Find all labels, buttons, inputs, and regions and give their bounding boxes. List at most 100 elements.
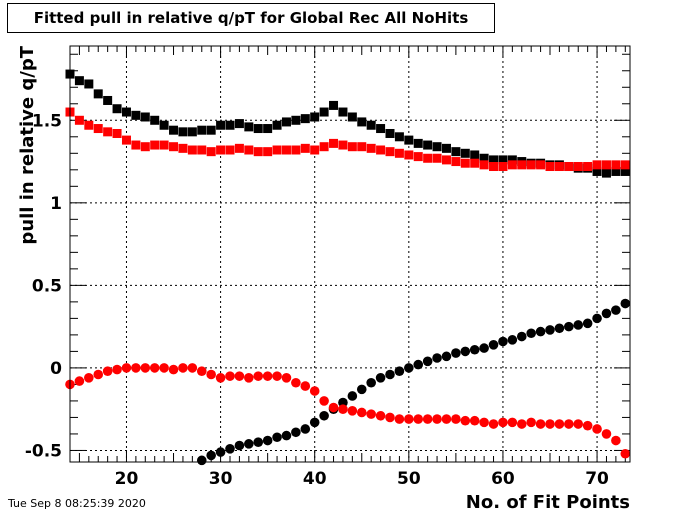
data-point-circle-s2	[272, 432, 282, 443]
data-point-square-s0	[376, 124, 386, 134]
data-point-square-s0	[281, 117, 291, 127]
data-point-circle-s3	[102, 366, 113, 377]
data-point-square-s0	[234, 119, 244, 129]
data-point-circle-s3	[121, 363, 132, 373]
data-point-square-s1	[197, 145, 207, 155]
data-point-square-s0	[423, 140, 433, 150]
data-point-square-s0	[611, 166, 621, 176]
data-point-circle-s3	[234, 371, 245, 381]
data-point-circle-s3	[309, 386, 320, 396]
data-point-circle-s2	[262, 435, 273, 446]
data-point-circle-s3	[84, 373, 94, 383]
data-point-square-s1	[131, 140, 141, 150]
data-point-square-s1	[517, 160, 527, 170]
data-point-circle-s3	[404, 414, 414, 424]
data-point-square-s1	[592, 160, 602, 170]
data-point-square-s0	[620, 166, 630, 176]
data-point-square-s0	[441, 143, 451, 153]
data-point-square-s0	[338, 107, 348, 117]
data-point-square-s1	[103, 127, 113, 137]
data-point-circle-s2	[413, 359, 424, 370]
data-point-circle-s3	[479, 417, 489, 428]
data-point-circle-s2	[611, 305, 621, 315]
data-point-square-s0	[366, 120, 376, 130]
data-point-square-s1	[545, 162, 555, 172]
data-point-square-s1	[93, 124, 103, 134]
data-point-square-s1	[310, 145, 320, 155]
data-point-circle-s3	[422, 414, 433, 424]
data-point-square-s1	[507, 160, 517, 170]
data-point-square-s0	[140, 112, 150, 122]
data-point-circle-s3	[225, 371, 235, 381]
data-point-square-s1	[225, 145, 235, 155]
data-point-circle-s3	[262, 371, 273, 381]
data-point-square-s0	[329, 100, 339, 110]
data-point-square-s0	[74, 76, 84, 86]
data-point-square-s0	[291, 115, 301, 125]
data-point-square-s0	[470, 150, 480, 160]
data-point-square-s0	[197, 125, 207, 135]
data-point-circle-s2	[215, 447, 226, 457]
data-point-circle-s2	[507, 335, 518, 345]
data-point-square-s1	[601, 160, 611, 170]
data-point-circle-s2	[469, 344, 480, 355]
data-point-circle-s2	[356, 384, 367, 395]
data-point-square-s0	[432, 142, 442, 152]
data-point-circle-s3	[319, 396, 329, 406]
data-point-circle-s3	[375, 410, 386, 421]
data-point-circle-s2	[545, 325, 555, 335]
data-point-square-s0	[169, 125, 179, 135]
data-point-square-s0	[460, 148, 470, 158]
data-point-square-s0	[93, 89, 103, 99]
data-point-circle-s2	[535, 326, 546, 337]
data-point-square-s1	[357, 142, 367, 152]
plot-frame	[69, 45, 631, 463]
x-axis-title: No. of Fit Points	[466, 492, 630, 513]
data-point-circle-s3	[488, 419, 499, 429]
y-axis-title: pull in relative q/pT	[17, 45, 38, 244]
data-point-circle-s3	[601, 429, 612, 439]
data-point-square-s1	[441, 155, 451, 165]
data-point-square-s1	[263, 147, 273, 157]
data-point-square-s1	[536, 160, 546, 170]
data-point-square-s1	[234, 143, 244, 153]
grid-lines	[70, 46, 630, 462]
data-point-square-s0	[216, 120, 226, 130]
data-point-square-s1	[564, 162, 574, 172]
data-point-circle-s3	[347, 406, 358, 416]
data-point-square-s1	[573, 162, 583, 172]
data-point-circle-s3	[281, 373, 292, 383]
data-point-circle-s3	[554, 419, 565, 429]
data-point-circle-s2	[338, 397, 348, 408]
x-tick-label: 60	[491, 469, 515, 489]
data-point-square-s1	[413, 152, 423, 162]
data-point-circle-s3	[74, 376, 85, 386]
data-point-circle-s2	[564, 321, 574, 332]
data-point-circle-s2	[460, 346, 471, 357]
data-point-circle-s2	[300, 424, 311, 434]
data-point-square-s0	[253, 124, 263, 134]
data-point-circle-s2	[488, 339, 499, 350]
data-point-circle-s3	[535, 419, 546, 429]
data-point-circle-s2	[554, 323, 565, 334]
data-point-circle-s3	[196, 366, 207, 377]
data-point-square-s1	[121, 135, 131, 145]
data-point-square-s1	[404, 150, 414, 160]
data-point-circle-s2	[620, 298, 631, 309]
data-point-circle-s2	[225, 443, 235, 454]
y-tick-label: 0	[50, 359, 62, 379]
data-point-circle-s3	[526, 417, 536, 428]
data-point-square-s1	[366, 143, 376, 153]
data-point-square-s1	[84, 120, 94, 130]
data-point-square-s0	[121, 107, 131, 117]
data-point-square-s0	[225, 120, 235, 130]
data-point-circle-s3	[140, 363, 151, 373]
data-point-circle-s3	[112, 364, 122, 375]
data-point-square-s1	[611, 160, 621, 170]
data-point-circle-s3	[545, 419, 555, 429]
data-point-circle-s2	[592, 313, 602, 324]
data-point-square-s1	[300, 143, 310, 153]
data-point-square-s0	[413, 138, 423, 148]
data-point-square-s0	[385, 128, 395, 138]
